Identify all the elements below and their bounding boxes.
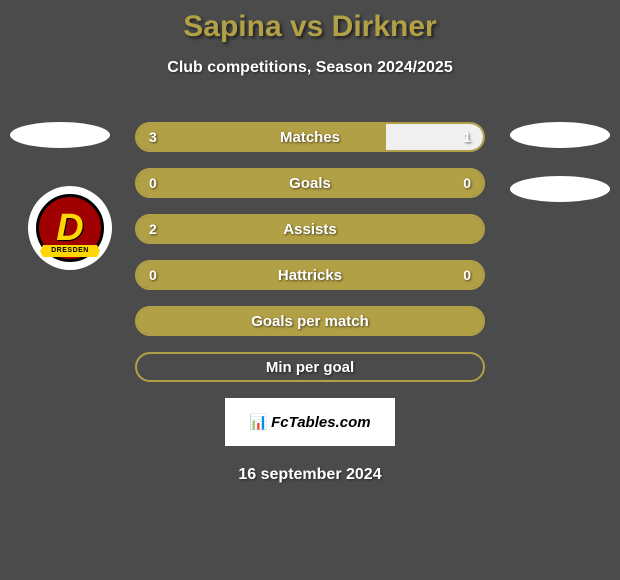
club-logo-inner: D DRESDEN — [36, 194, 104, 262]
stat-bar: Matches3 1 — [135, 122, 485, 152]
bar-label: Hattricks — [137, 262, 483, 288]
brand-icon: 📊 — [249, 413, 268, 431]
bar-label: Goals per match — [137, 308, 483, 334]
player-ellipse-right-1 — [510, 122, 610, 148]
stat-bar: Min per goal — [135, 352, 485, 382]
club-logo-banner: DRESDEN — [40, 245, 100, 257]
stat-bar: Assists2 — [135, 214, 485, 244]
bars-container: Matches31Goals00Assists2Hattricks00Goals… — [135, 122, 485, 382]
brand-text: FcTables.com — [271, 414, 370, 431]
bar-label: Matches — [137, 124, 483, 150]
player-ellipse-left — [10, 122, 110, 148]
club-logo: D DRESDEN — [28, 186, 112, 270]
stat-bar: Goals per match — [135, 306, 485, 336]
bar-value-right: 0 — [463, 262, 471, 288]
chart-area: D DRESDEN Matches31Goals00Assists2Hattri… — [0, 122, 620, 382]
stat-bar: Hattricks0 0 — [135, 260, 485, 290]
bar-value-left: 0 — [149, 170, 157, 196]
page-title: Sapina vs Dirkner — [0, 0, 620, 44]
bar-value-left: 2 — [149, 216, 157, 242]
stat-bar: Goals0 0 — [135, 168, 485, 198]
bar-value-right: 0 — [463, 170, 471, 196]
club-logo-letter: D — [56, 207, 83, 250]
date-line: 16 september 2024 — [0, 466, 620, 484]
bar-label: Min per goal — [137, 354, 483, 380]
bar-label: Assists — [137, 216, 483, 242]
bar-label: Goals — [137, 170, 483, 196]
bar-value-left: 3 — [149, 124, 157, 150]
brand-box: 📊 FcTables.com — [225, 398, 395, 446]
subtitle: Club competitions, Season 2024/2025 — [0, 59, 620, 77]
bar-value-left: 0 — [149, 262, 157, 288]
player-ellipse-right-2 — [510, 176, 610, 202]
bar-value-right: 1 — [463, 124, 471, 150]
